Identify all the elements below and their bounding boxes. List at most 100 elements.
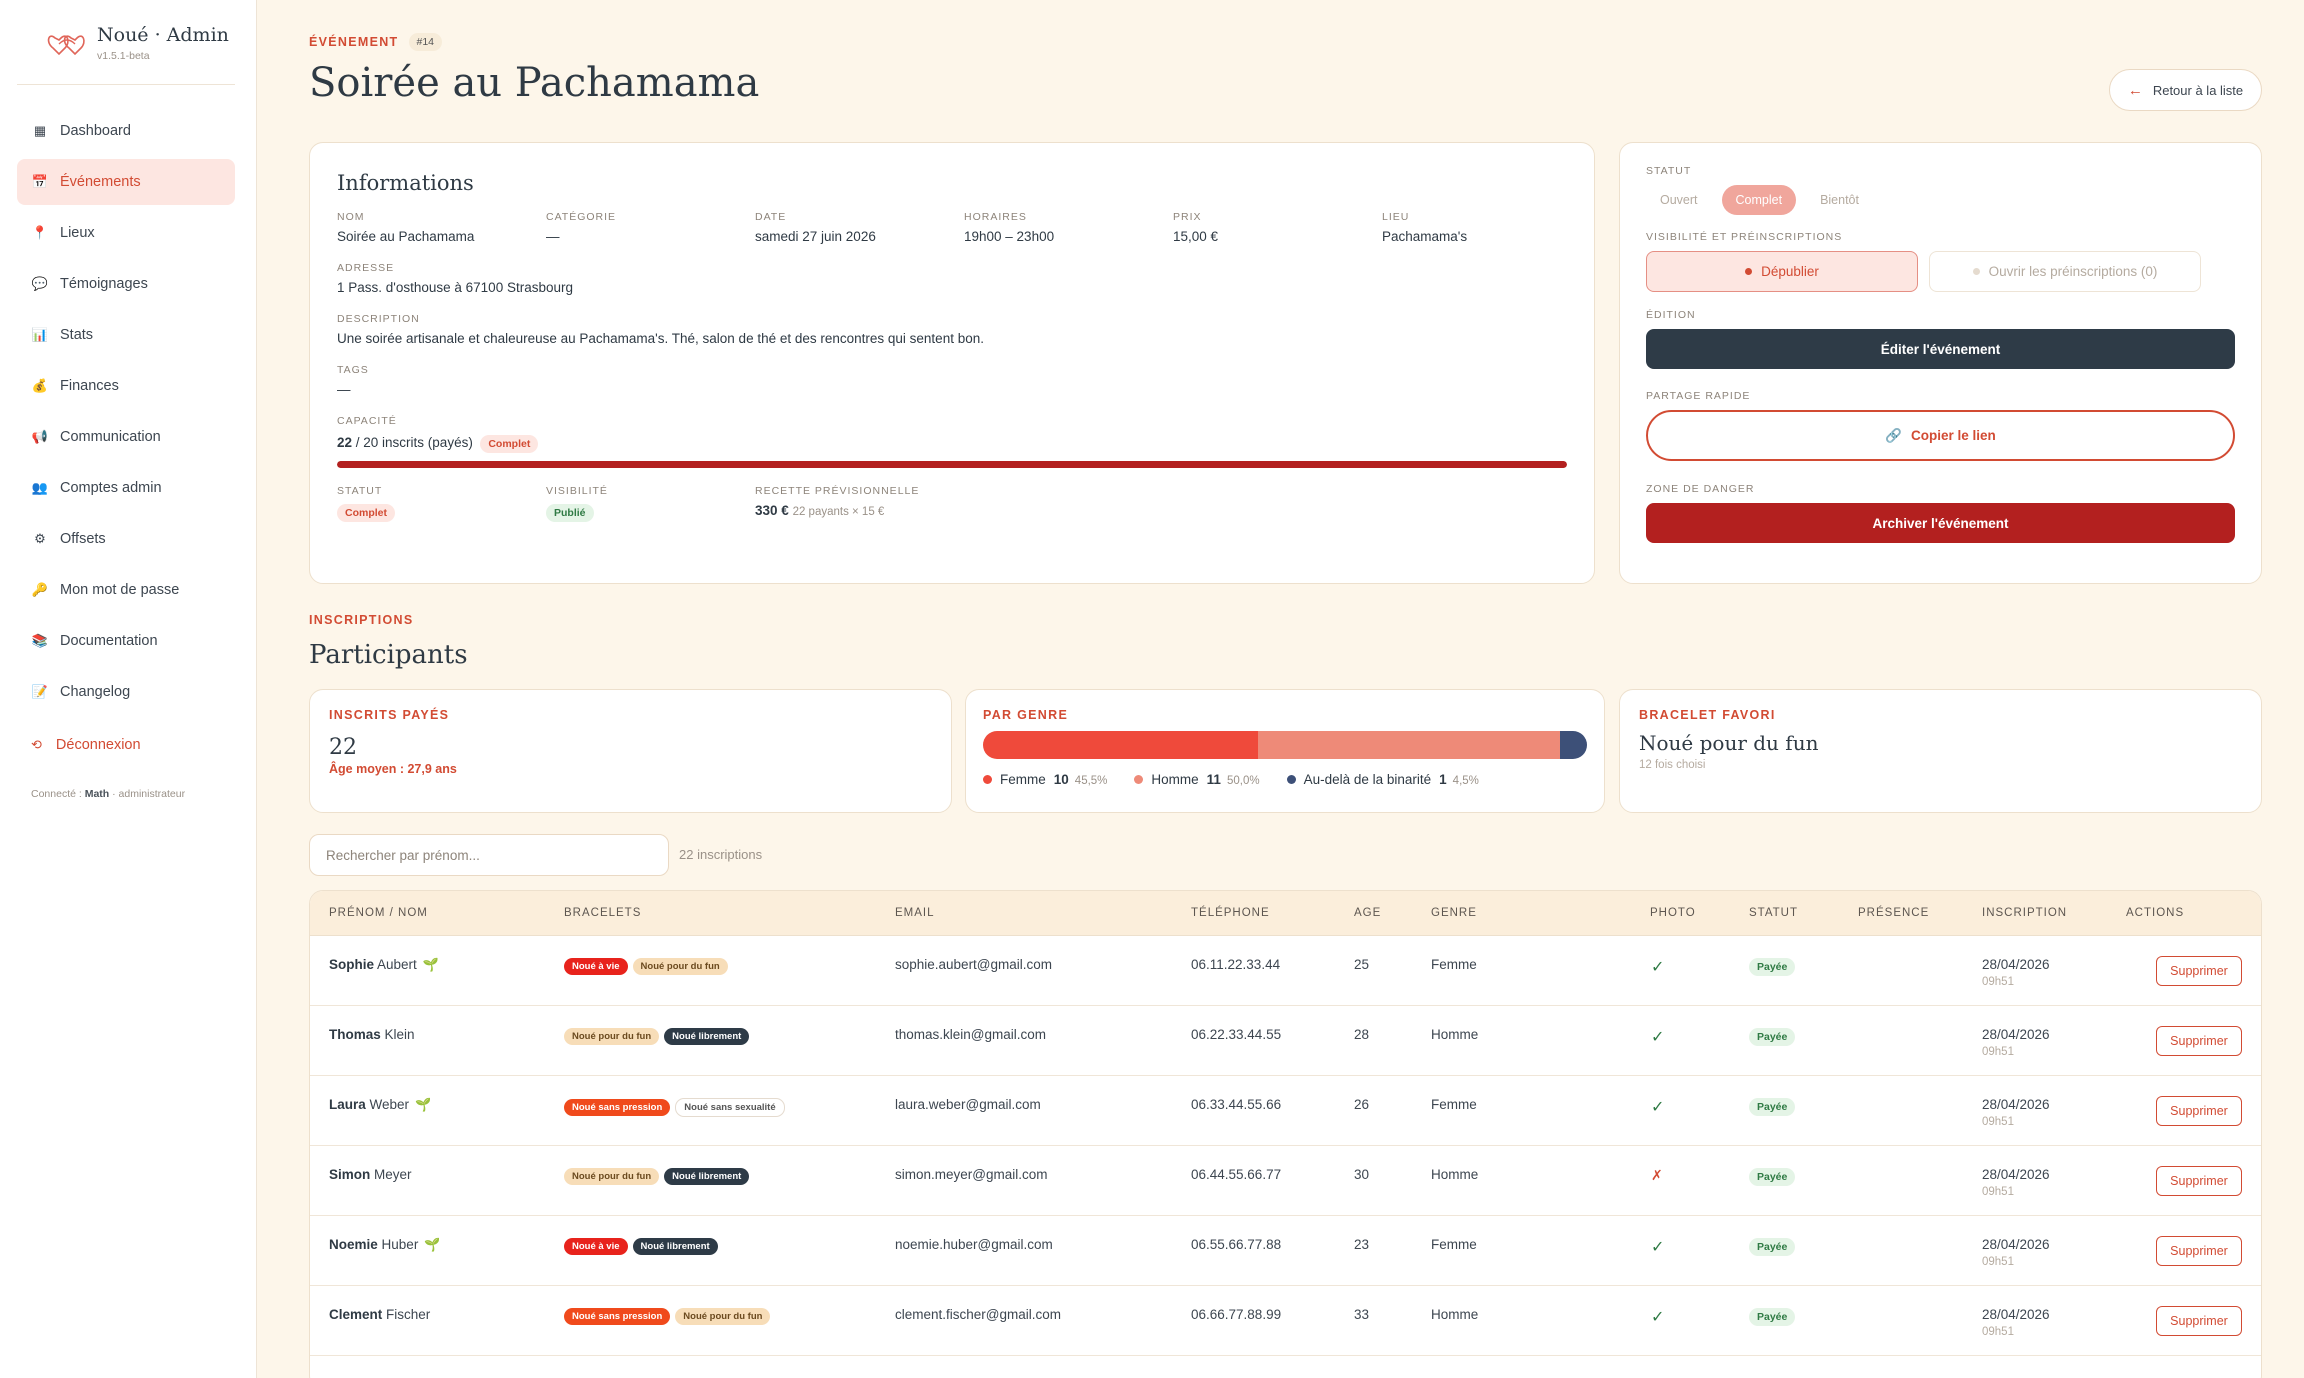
grey-dot-icon bbox=[1972, 268, 1980, 275]
sidebar-item-stats[interactable]: 📊 Stats bbox=[17, 312, 235, 358]
email: simon.meyer@gmail.com bbox=[895, 1167, 1048, 1182]
last-name: Weber bbox=[369, 1097, 410, 1112]
delete-button[interactable]: Supprimer bbox=[2156, 956, 2242, 986]
status-badge: Payée bbox=[1749, 1028, 1796, 1046]
delete-button[interactable]: Supprimer bbox=[2156, 1236, 2242, 1266]
sidebar-item-finances[interactable]: 💰 Finances bbox=[17, 363, 235, 409]
edit-event-button[interactable]: Éditer l'événement bbox=[1646, 329, 2235, 369]
table-row: Thomas Klein Noué pour du fun Noué libreme… bbox=[310, 1006, 2261, 1076]
edition-label: ÉDITION bbox=[1646, 309, 1696, 321]
status-segmented-control: Ouvert Complet Bientôt bbox=[1646, 185, 2235, 215]
event-eyebrow: ÉVÉNEMENT bbox=[309, 35, 399, 49]
inscription-date: 28/04/2026 09h51 bbox=[1982, 1027, 2050, 1058]
sidebar-item-communication[interactable]: 📢 Communication bbox=[17, 414, 235, 460]
table-row: Laura Weber 🌱 Noué sans pression Noué sans … bbox=[310, 1076, 2261, 1146]
photo: ✗ bbox=[1651, 1167, 1663, 1184]
page-eyebrow: ÉVÉNEMENT #14 bbox=[309, 33, 443, 51]
sidebar-item-t-moignages[interactable]: 💬 Témoignages bbox=[17, 261, 235, 307]
capacite-label: CAPACITÉ bbox=[337, 415, 397, 427]
statut: Payée bbox=[1749, 958, 1796, 976]
sidebar-item-label: Offsets bbox=[60, 531, 106, 547]
copy-link-button[interactable]: 🔗 Copier le lien bbox=[1646, 410, 2235, 461]
sidebar-item-dashboard[interactable]: ▦ Dashboard bbox=[17, 108, 235, 154]
gender-segment bbox=[983, 731, 1258, 759]
field-adresse: ADRESSE 1 Pass. d'osthouse à 67100 Strasb… bbox=[337, 262, 573, 295]
date: 28/04/2026 bbox=[1982, 1307, 2050, 1322]
age: 30 bbox=[1354, 1167, 1370, 1182]
participant-name: Laura Weber 🌱 bbox=[329, 1097, 431, 1113]
capacite-value: 22 / 20 inscrits (payés) Complet bbox=[337, 435, 539, 453]
column-header: AGE bbox=[1354, 907, 1382, 919]
sidebar-divider bbox=[17, 84, 235, 85]
field-tags: TAGS — bbox=[337, 364, 369, 397]
time: 09h51 bbox=[1982, 1326, 2014, 1338]
categorie-label: CATÉGORIE bbox=[546, 211, 617, 223]
photo: ✓ bbox=[1651, 1097, 1664, 1117]
delete-button[interactable]: Supprimer bbox=[2156, 1166, 2242, 1196]
books-icon: 📚 bbox=[31, 633, 49, 648]
legend-name: Homme bbox=[1151, 772, 1199, 787]
sidebar-item-label: Documentation bbox=[60, 633, 158, 649]
search-input[interactable] bbox=[309, 834, 669, 876]
favorite-bracelet: Noué pour du fun bbox=[1639, 731, 1819, 755]
statut: Payée bbox=[1749, 1238, 1796, 1256]
sidebar-item-comptes-admin[interactable]: 👥 Comptes admin bbox=[17, 465, 235, 511]
delete-button[interactable]: Supprimer bbox=[2156, 1306, 2242, 1336]
column-header: ACTIONS bbox=[2126, 907, 2185, 919]
bracelet-tag: Noué sans pression bbox=[564, 1099, 671, 1116]
brand[interactable]: Noué · Admin v1.5.1-beta bbox=[47, 24, 229, 62]
field-prix: PRIX 15,00 € bbox=[1173, 211, 1218, 244]
back-to-list-button[interactable]: ← Retour à la liste bbox=[2109, 69, 2262, 111]
table-row: Noemie Huber 🌱 Noué à vie Noué librement noe… bbox=[310, 1216, 2261, 1286]
first-name: Laura bbox=[329, 1097, 366, 1112]
delete-button[interactable]: Supprimer bbox=[2156, 1026, 2242, 1056]
statut: Payée bbox=[1749, 1028, 1796, 1046]
logout-link[interactable]: ⟲ Déconnexion bbox=[31, 737, 141, 753]
time: 09h51 bbox=[1982, 976, 2014, 988]
sidebar-item-mon-mot-de-passe[interactable]: 🔑 Mon mot de passe bbox=[17, 567, 235, 613]
archive-event-button[interactable]: Archiver l'événement bbox=[1646, 503, 2235, 543]
adresse-value: 1 Pass. d'osthouse à 67100 Strasbourg bbox=[337, 280, 573, 295]
pin-icon: 📍 bbox=[31, 225, 49, 240]
danger-zone-label: ZONE DE DANGER bbox=[1646, 483, 1755, 495]
sidebar-item-documentation[interactable]: 📚 Documentation bbox=[17, 618, 235, 664]
table-row: Sophie Aubert 🌱 Noué à vie Noué pour du fun… bbox=[310, 936, 2261, 1006]
check-icon: ✓ bbox=[1651, 959, 1665, 976]
sidebar-item-changelog[interactable]: 📝 Changelog bbox=[17, 669, 235, 715]
first-name: Clement bbox=[329, 1307, 383, 1322]
status-option-complet[interactable]: Complet bbox=[1721, 185, 1797, 215]
adresse-label: ADRESSE bbox=[337, 262, 395, 274]
time: 09h51 bbox=[1982, 1116, 2014, 1128]
column-header: INSCRIPTION bbox=[1982, 907, 2068, 919]
participant-name: Noemie Huber 🌱 bbox=[329, 1237, 441, 1253]
check-icon: ✓ bbox=[1651, 1029, 1665, 1046]
status-badge: Payée bbox=[1749, 1238, 1796, 1256]
gender-stat-card: PAR GENRE Femme 10 45,5% Homme 11 50,0% Au-del… bbox=[965, 689, 1605, 813]
field-horaires: HORAIRES 19h00 – 23h00 bbox=[964, 211, 1054, 244]
field-nom: NOM Soirée au Pachamama bbox=[337, 211, 474, 244]
status-option-ouvert[interactable]: Ouvert bbox=[1660, 193, 1698, 207]
sidebar-item--v-nements[interactable]: 📅 Événements bbox=[17, 159, 235, 205]
capacity-progress-fill bbox=[337, 461, 1567, 468]
paid-stat-card: INSCRITS PAYÉS 22 Âge moyen : 27,9 ans bbox=[309, 689, 952, 813]
status-badge: Payée bbox=[1749, 1308, 1796, 1326]
table-row: Clement Fischer Noué sans pression Noué po… bbox=[310, 1286, 2261, 1356]
sidebar-item-lieux[interactable]: 📍 Lieux bbox=[17, 210, 235, 256]
red-dot-icon bbox=[1745, 268, 1753, 275]
open-preinscriptions-button[interactable]: Ouvrir les préinscriptions (0) bbox=[1929, 251, 2201, 292]
status-option-bientt[interactable]: Bientôt bbox=[1820, 193, 1859, 207]
bracelet-tag: Noué librement bbox=[632, 1238, 718, 1255]
sidebar-item-offsets[interactable]: ⚙ Offsets bbox=[17, 516, 235, 562]
table-body: Sophie Aubert 🌱 Noué à vie Noué pour du fun… bbox=[310, 936, 2261, 1356]
delete-button[interactable]: Supprimer bbox=[2156, 1096, 2242, 1126]
check-icon: ✓ bbox=[1651, 1239, 1665, 1256]
bracelet-stat-card: BRACELET FAVORI Noué pour du fun 12 fois… bbox=[1619, 689, 2262, 813]
genre: Femme bbox=[1431, 1237, 1477, 1252]
bracelets: Noué pour du fun Noué librement bbox=[564, 1028, 754, 1045]
statut-label: STATUT bbox=[337, 485, 383, 497]
sidebar-item-label: Communication bbox=[60, 429, 161, 445]
photo: ✓ bbox=[1651, 1237, 1664, 1257]
link-icon: 🔗 bbox=[1885, 427, 1903, 443]
bracelets: Noué pour du fun Noué librement bbox=[564, 1168, 754, 1185]
depublier-button[interactable]: Dépublier bbox=[1646, 251, 1918, 292]
